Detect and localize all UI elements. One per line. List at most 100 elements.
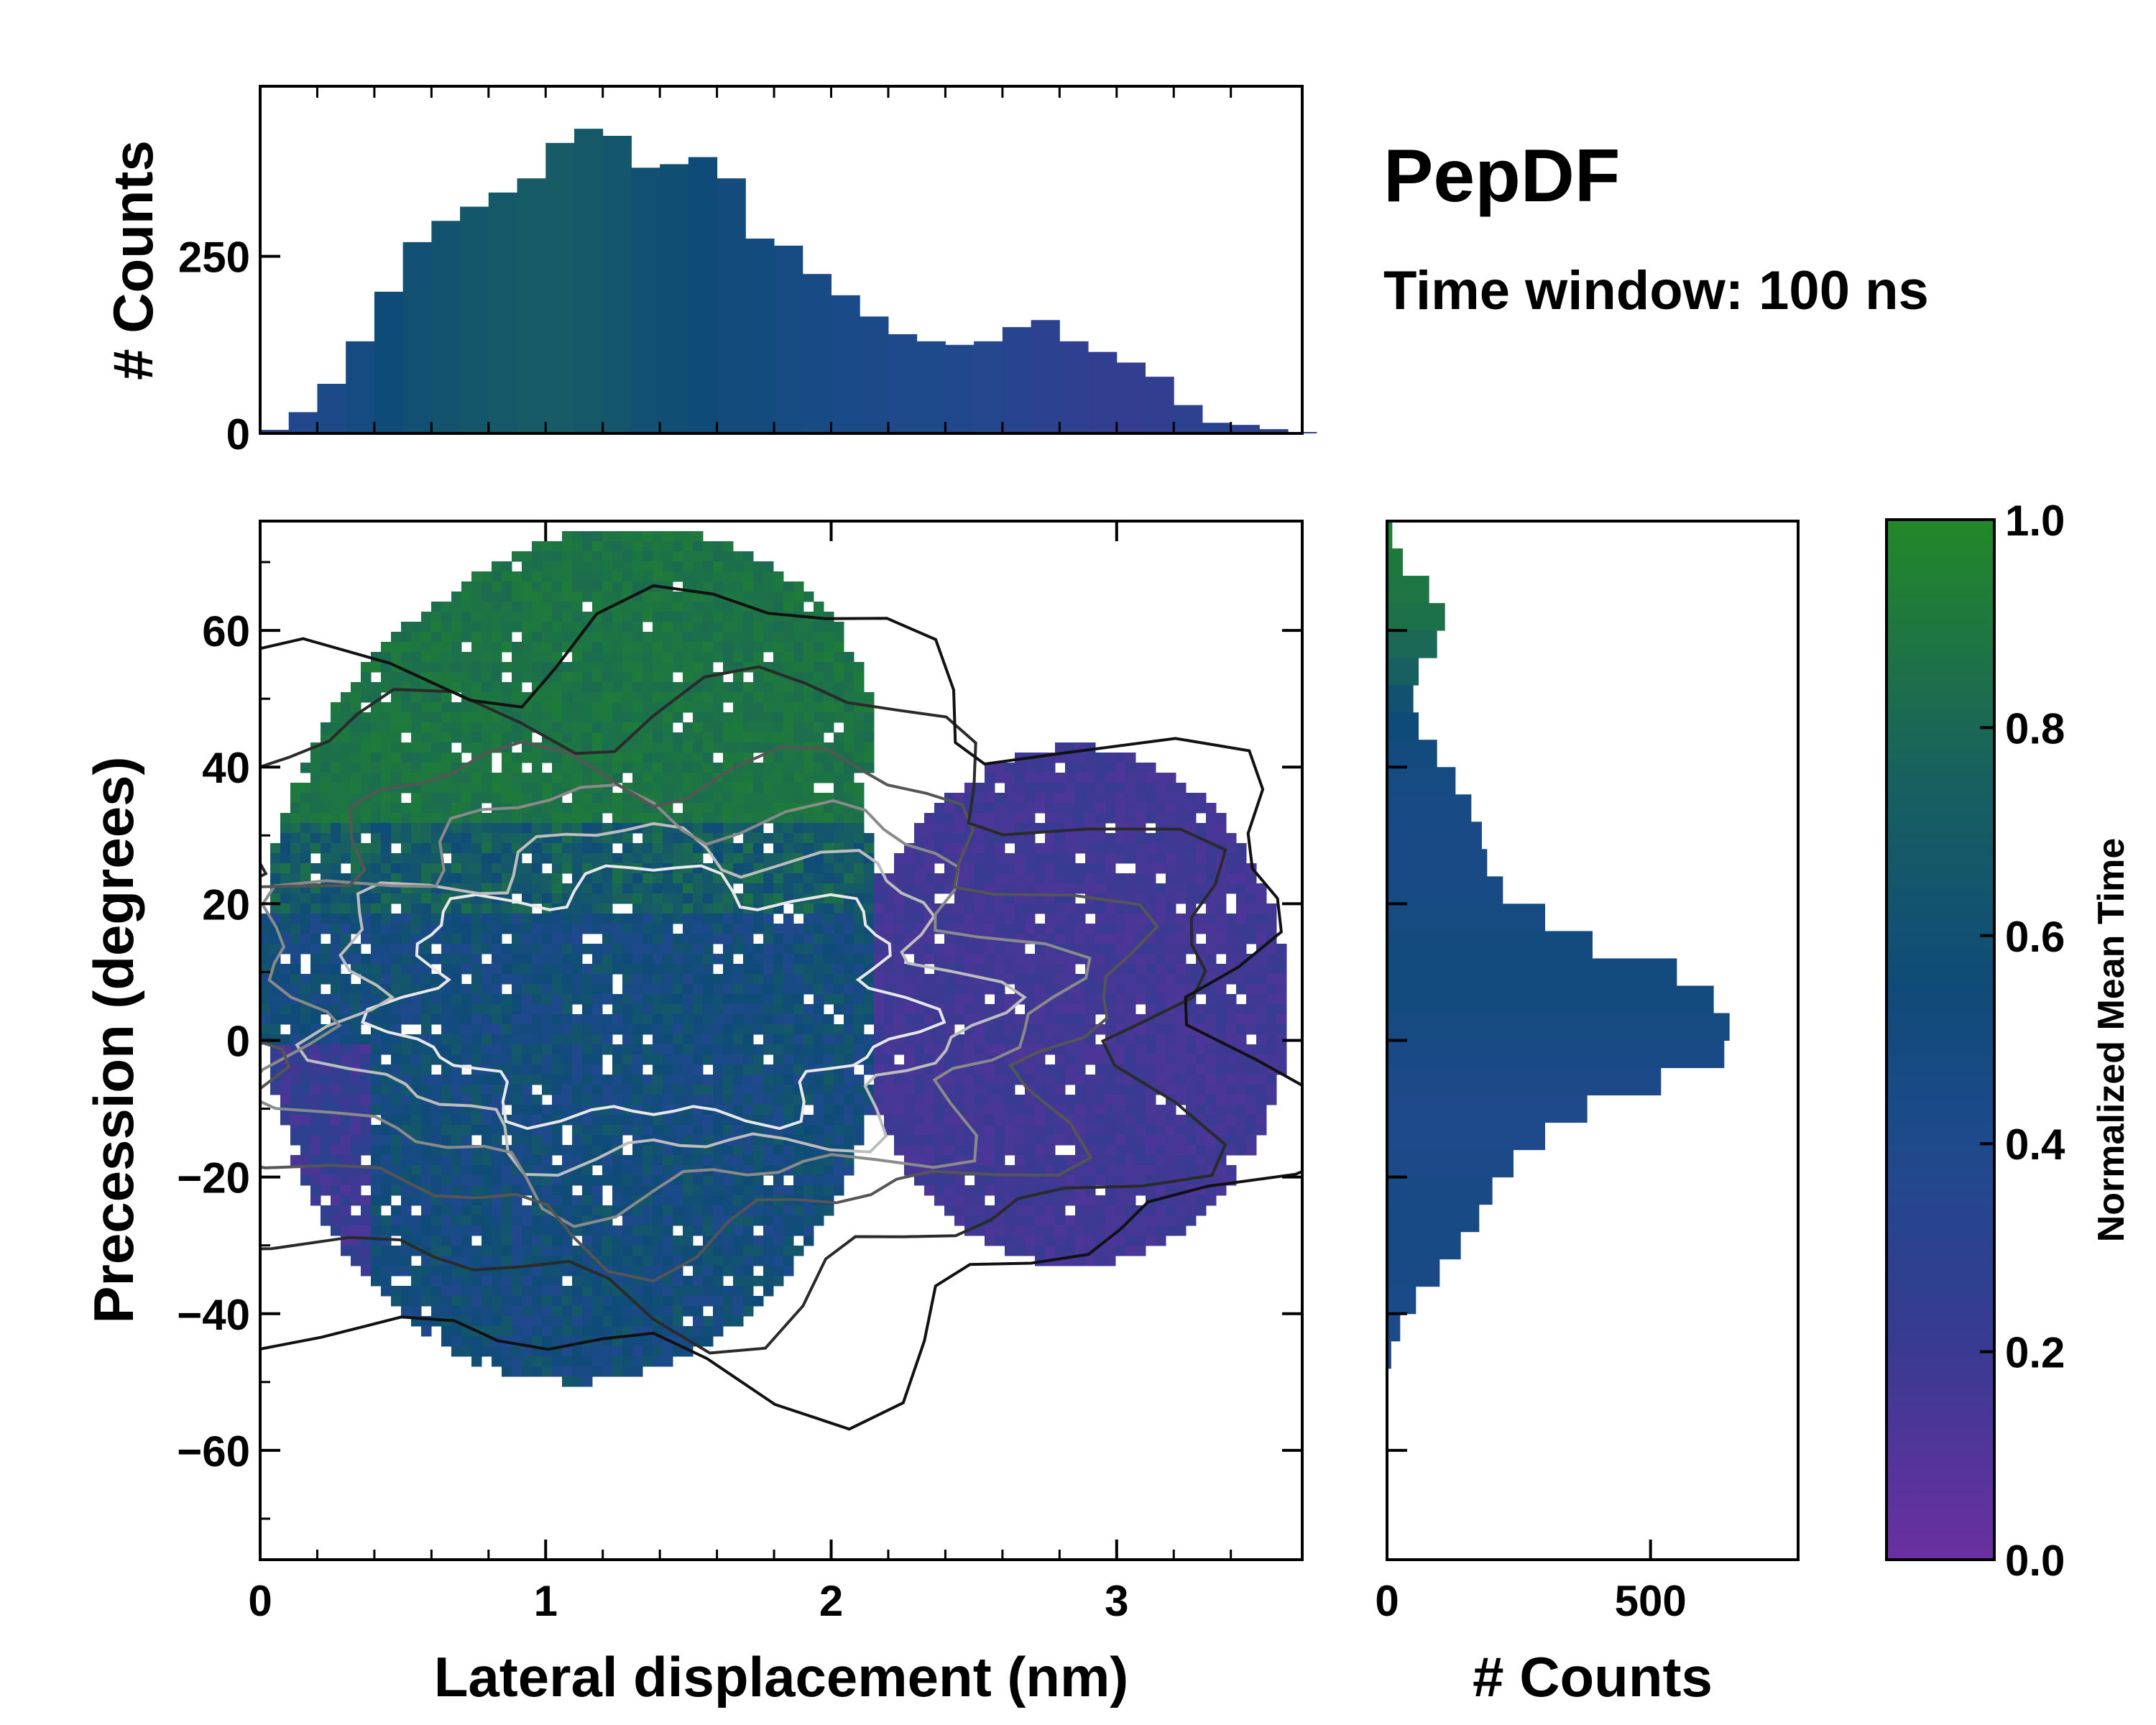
- heatmap-cell: [824, 622, 834, 632]
- heatmap-cell: [461, 1004, 472, 1015]
- heatmap-cell: [391, 1085, 402, 1095]
- heatmap-cell: [492, 722, 502, 733]
- heatmap-cell: [743, 622, 754, 632]
- heatmap-cell: [642, 1266, 653, 1276]
- heatmap-cell: [431, 1004, 442, 1015]
- heatmap-cell: [622, 994, 633, 1005]
- heatmap-cell: [522, 1115, 533, 1126]
- heatmap-cell: [1015, 944, 1026, 954]
- heatmap-cell: [753, 783, 764, 794]
- heatmap-cell: [502, 722, 512, 733]
- heatmap-cell: [532, 1266, 543, 1276]
- heatmap-cell: [763, 934, 774, 944]
- heatmap-cell: [532, 1236, 543, 1246]
- heatmap-cell: [331, 1155, 341, 1166]
- heatmap-cell: [632, 742, 643, 753]
- heatmap-cell: [1065, 1215, 1076, 1226]
- heatmap-cell: [552, 1276, 563, 1287]
- heatmap-cell: [361, 1195, 372, 1206]
- heatmap-cell: [321, 833, 331, 844]
- heatmap-cell: [693, 893, 704, 904]
- heatmap-cell: [975, 1155, 985, 1166]
- heatmap-cell: [793, 863, 804, 874]
- heatmap-cell: [703, 873, 714, 884]
- heatmap-cell: [693, 592, 704, 602]
- heatmap-cell: [1075, 1165, 1086, 1176]
- heatmap-cell: [814, 914, 824, 924]
- heatmap-cell: [985, 1105, 995, 1116]
- top-histogram-bar: [317, 384, 346, 433]
- heatmap-cell: [914, 903, 925, 914]
- heatmap-cell: [522, 662, 533, 673]
- heatmap-cell: [683, 602, 694, 612]
- heatmap-cell: [663, 1236, 673, 1246]
- heatmap-cell: [492, 1225, 502, 1236]
- heatmap-cell: [773, 984, 784, 995]
- heatmap-cell: [361, 873, 372, 884]
- heatmap-cell: [562, 753, 573, 763]
- heatmap-cell: [934, 1135, 945, 1146]
- heatmap-cell: [492, 612, 502, 622]
- heatmap-cell: [562, 602, 573, 612]
- heatmap-cell: [552, 753, 563, 763]
- heatmap-cell: [492, 1075, 502, 1085]
- heatmap-cell: [944, 994, 955, 1005]
- heatmap-cells: [260, 531, 1287, 1387]
- heatmap-cell: [753, 914, 764, 924]
- heatmap-cell: [753, 682, 764, 693]
- heatmap-cell: [904, 903, 915, 914]
- heatmap-cell: [894, 1024, 905, 1035]
- heatmap-cell: [401, 672, 412, 683]
- heatmap-cell: [321, 763, 331, 773]
- heatmap-cell: [1075, 1064, 1086, 1075]
- heatmap-cell: [612, 1135, 623, 1146]
- heatmap-cell: [814, 1004, 824, 1015]
- heatmap-cell: [471, 712, 482, 723]
- heatmap-cell: [653, 602, 663, 612]
- heatmap-cell: [321, 1175, 331, 1186]
- heatmap-cell: [371, 1175, 382, 1186]
- heatmap-cell: [441, 1246, 452, 1256]
- heatmap-cell: [793, 823, 804, 834]
- heatmap-cell: [461, 1205, 472, 1216]
- heatmap-cell: [461, 964, 472, 975]
- heatmap-cell: [693, 1155, 704, 1166]
- heatmap-cell: [733, 1145, 744, 1156]
- heatmap-cell: [562, 1095, 573, 1105]
- heatmap-cell: [321, 722, 331, 733]
- heatmap-cell: [542, 1145, 553, 1156]
- heatmap-cell: [260, 1024, 271, 1035]
- heatmap-cell: [582, 944, 593, 954]
- heatmap-cell: [673, 903, 683, 914]
- heatmap-cell: [391, 813, 402, 824]
- heatmap-cell: [492, 692, 502, 703]
- heatmap-cell: [542, 722, 553, 733]
- heatmap-cell: [542, 813, 553, 824]
- heatmap-cell: [552, 642, 563, 653]
- heatmap-cell: [351, 954, 361, 965]
- heatmap-cell: [1055, 883, 1066, 894]
- heatmap-cell: [1055, 1095, 1066, 1105]
- heatmap-cell: [773, 1014, 784, 1025]
- heatmap-cell: [602, 1256, 613, 1266]
- heatmap-cell: [622, 793, 633, 804]
- heatmap-cell: [1075, 1014, 1086, 1025]
- heatmap-cell: [864, 974, 875, 985]
- heatmap-cell: [522, 793, 533, 804]
- heatmap-cell: [1005, 803, 1015, 814]
- heatmap-cell: [703, 1266, 714, 1276]
- heatmap-cell: [844, 783, 854, 794]
- heatmap-cell: [793, 642, 804, 653]
- heatmap-cell: [441, 1185, 452, 1196]
- heatmap-cell: [653, 632, 663, 643]
- heatmap-cell: [773, 632, 784, 643]
- heatmap-cell: [673, 964, 683, 975]
- heatmap-cell: [572, 622, 583, 632]
- heatmap-cell: [431, 753, 442, 763]
- heatmap-cell: [300, 903, 311, 914]
- heatmap-cell: [522, 1135, 533, 1146]
- heatmap-cell: [1025, 924, 1036, 934]
- heatmap-cell: [803, 823, 814, 834]
- heatmap-cell: [793, 843, 804, 854]
